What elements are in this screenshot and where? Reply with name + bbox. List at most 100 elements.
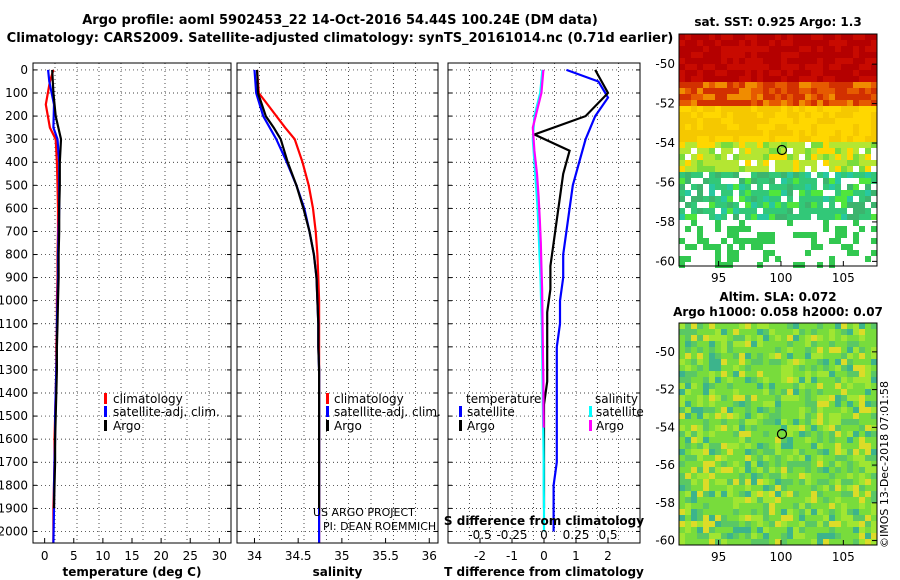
- map-cell: [757, 190, 763, 196]
- map-cell: [697, 142, 703, 148]
- map-cell: [745, 106, 751, 112]
- map-cell: [823, 70, 829, 76]
- map-cell: [823, 256, 829, 262]
- map-cell: [745, 389, 751, 395]
- map-cell: [871, 208, 877, 214]
- map-cell: [793, 76, 799, 82]
- map-cell: [727, 154, 733, 160]
- map-cell: [733, 473, 739, 479]
- map-cell: [679, 142, 685, 148]
- map-cell: [715, 232, 721, 238]
- map-cell: [703, 256, 709, 262]
- map-cell: [757, 172, 763, 178]
- map-cell: [721, 76, 727, 82]
- map-cell: [859, 509, 865, 515]
- map-cell: [697, 154, 703, 160]
- map-cell: [829, 256, 835, 262]
- map-cell: [865, 323, 871, 329]
- map-cell: [823, 377, 829, 383]
- map-cell: [685, 473, 691, 479]
- map-cell: [697, 467, 703, 473]
- map-cell: [715, 154, 721, 160]
- map-cell: [829, 244, 835, 250]
- map-cell: [751, 455, 757, 461]
- sla-map[interactable]: 95 100 105-50-52-54-56-58-60: [655, 322, 878, 564]
- map-cell: [757, 160, 763, 166]
- map-cell: [835, 148, 841, 154]
- map-cell: [721, 515, 727, 521]
- map-cell: [799, 190, 805, 196]
- map-cell: [733, 533, 739, 539]
- map-cell: [823, 250, 829, 256]
- map-cell: [835, 413, 841, 419]
- map-cell: [763, 353, 769, 359]
- map-cell: [751, 250, 757, 256]
- map-cell: [817, 142, 823, 148]
- map-cell: [763, 443, 769, 449]
- map-cell: [727, 88, 733, 94]
- map-cell: [739, 329, 745, 335]
- map-cell: [709, 58, 715, 64]
- map-cell: [739, 118, 745, 124]
- credit-line1: US ARGO PROJECT: [313, 506, 415, 519]
- map-cell: [679, 473, 685, 479]
- map-cell: [847, 389, 853, 395]
- map-cell: [841, 497, 847, 503]
- map-cell: [703, 479, 709, 485]
- map-cell: [757, 106, 763, 112]
- map-cell: [811, 226, 817, 232]
- map-cell: [787, 467, 793, 473]
- map-cell: [817, 389, 823, 395]
- map-cell: [757, 491, 763, 497]
- map-cell: [805, 443, 811, 449]
- map-cell: [757, 455, 763, 461]
- sst-map[interactable]: 95 100 105-50-52-54-56-58-60: [655, 33, 878, 285]
- map-cell: [703, 461, 709, 467]
- map-cell: [823, 46, 829, 52]
- map-cell: [799, 100, 805, 106]
- map-cell: [835, 461, 841, 467]
- map-cell: [715, 190, 721, 196]
- map-cell: [805, 160, 811, 166]
- map-cell: [823, 166, 829, 172]
- map-cell: [865, 335, 871, 341]
- map-cell: [715, 262, 721, 268]
- map-cell: [841, 136, 847, 142]
- map-cell: [841, 461, 847, 467]
- map-cell: [745, 341, 751, 347]
- map-cell: [805, 34, 811, 40]
- map-cell: [835, 485, 841, 491]
- legend-satellite-swatch: [326, 406, 329, 417]
- map-cell: [751, 473, 757, 479]
- depth-tick-label: 400: [5, 155, 28, 169]
- map-cell: [853, 58, 859, 64]
- map-cell: [841, 377, 847, 383]
- map-cell: [841, 82, 847, 88]
- map-cell: [679, 58, 685, 64]
- map-cell: [763, 539, 769, 545]
- map-cell: [865, 467, 871, 473]
- map-cell: [757, 64, 763, 70]
- map-cell: [715, 244, 721, 250]
- map-cell: [763, 124, 769, 130]
- map-cell: [691, 82, 697, 88]
- map-cell: [823, 100, 829, 106]
- map-cell: [805, 455, 811, 461]
- map-cell: [775, 497, 781, 503]
- map-cell: [709, 238, 715, 244]
- map-cell: [817, 539, 823, 545]
- map-cell: [775, 196, 781, 202]
- map-cell: [781, 347, 787, 353]
- map-cell: [829, 52, 835, 58]
- depth-tick-label: 1800: [0, 478, 28, 492]
- map-cell: [703, 491, 709, 497]
- map-cell: [703, 106, 709, 112]
- map-cell: [739, 431, 745, 437]
- map-cell: [853, 226, 859, 232]
- map-cell: [739, 527, 745, 533]
- map-cell: [793, 130, 799, 136]
- map-cell: [793, 166, 799, 172]
- map-cell: [751, 70, 757, 76]
- map-cell: [847, 323, 853, 329]
- map-cell: [691, 40, 697, 46]
